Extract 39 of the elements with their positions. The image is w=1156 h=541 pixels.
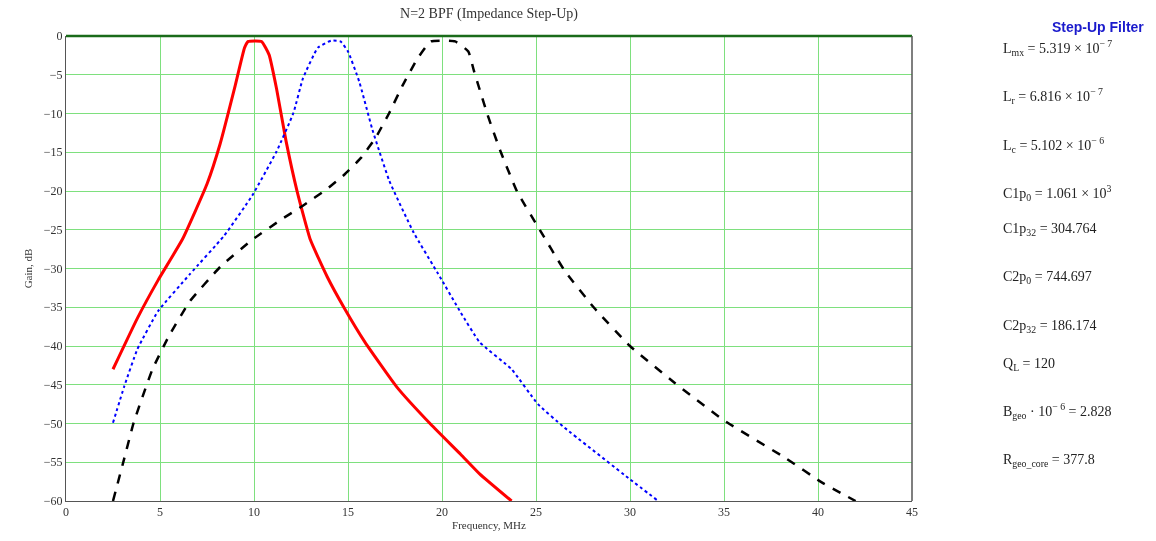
y-tick-label: −10 bbox=[43, 106, 63, 121]
x-tick-label: 30 bbox=[624, 505, 636, 520]
text: L$_{r}$ = 6.816 × 10$^{− 7}$ bbox=[1003, 86, 1104, 106]
y-tick-label: −40 bbox=[43, 339, 63, 354]
text: C1p$_{0}$ = 1.061 × 10$^{3}$ bbox=[1003, 183, 1112, 203]
text: L$_{mx}$ = 5.319 × 10$^{− 7}$ bbox=[1003, 38, 1113, 58]
text: B$_{geo}$ · 10$^{− 6}$ = 2.828 bbox=[1003, 401, 1112, 421]
y-tick-label: −15 bbox=[43, 145, 63, 160]
x-tick-label: 40 bbox=[812, 505, 824, 520]
y-tick-label: −30 bbox=[43, 261, 63, 276]
y-tick-label: −55 bbox=[43, 455, 63, 470]
text: C2p$_{32}$ = 186.174 bbox=[1003, 318, 1097, 335]
text: Step-Up Filter bbox=[1052, 19, 1145, 35]
line-series bbox=[111, 39, 514, 501]
y-tick-label: −25 bbox=[43, 222, 63, 237]
line-series bbox=[111, 39, 857, 501]
x-tick-label: 5 bbox=[157, 505, 163, 520]
y-tick-label: −20 bbox=[43, 184, 63, 199]
text: C1p$_{32}$ = 304.764 bbox=[1003, 221, 1097, 238]
chart-title: N=2 BPF (Impedance Step-Up) bbox=[400, 5, 579, 22]
y-axis-title: Gain, dB bbox=[22, 248, 35, 289]
y-tick-label: −60 bbox=[43, 494, 63, 509]
x-tick-label: 45 bbox=[906, 505, 918, 520]
x-tick-label: 35 bbox=[718, 505, 730, 520]
x-tick-label: 25 bbox=[530, 505, 542, 520]
y-tick-label: −50 bbox=[43, 416, 63, 431]
y-tick-label: −5 bbox=[49, 67, 63, 82]
y-tick-label: 0 bbox=[56, 29, 63, 44]
x-tick-label: 15 bbox=[342, 505, 354, 520]
text: Q$_{L}$ = 120 bbox=[1003, 356, 1056, 373]
x-axis-title: Frequency, MHz bbox=[452, 518, 527, 531]
text: C2p$_{0}$ = 744.697 bbox=[1003, 269, 1092, 286]
y-tick-label: −35 bbox=[43, 300, 63, 315]
x-tick-label: 10 bbox=[248, 505, 260, 520]
x-tick-label: 20 bbox=[436, 505, 448, 520]
text: R$_{geo_core}$ = 377.8 bbox=[1003, 452, 1095, 469]
text: L$_{c}$ = 5.102 × 10$^{− 6}$ bbox=[1003, 135, 1105, 155]
y-tick-label: −45 bbox=[43, 377, 63, 392]
line-series bbox=[112, 39, 660, 501]
